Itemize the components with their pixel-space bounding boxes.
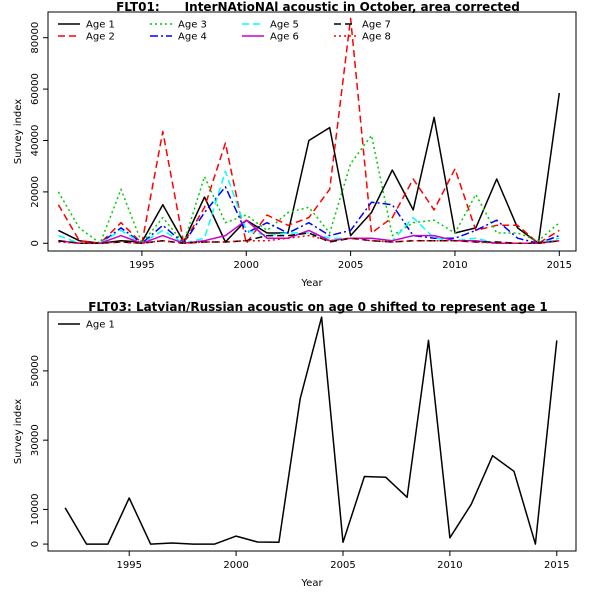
x-tick-label: 2015: [544, 560, 569, 571]
legend-label: Age 7: [362, 20, 391, 31]
x-tick-label: 2005: [338, 260, 363, 271]
y-tick-label: 0: [30, 541, 41, 547]
series-line-age-8: [58, 234, 560, 245]
series-line-age-7: [58, 232, 560, 245]
series-line-age-3: [57, 134, 560, 245]
y-tick-label: 10000: [30, 494, 41, 526]
y-axis-label: Survey index: [13, 99, 24, 164]
chart-panel-1: FLT01: InterNAtioNAl acoustic in October…: [13, 0, 577, 289]
y-tick-label: 60000: [30, 73, 41, 105]
y-tick-label: 50000: [30, 355, 41, 387]
chart-panel-2: FLT03: Latvian/Russian acoustic on age 0…: [13, 300, 577, 589]
x-tick-label: 2010: [437, 560, 462, 571]
y-tick-label: 20000: [30, 176, 41, 208]
legend: Age 1: [58, 320, 115, 331]
x-tick-label: 2015: [547, 260, 572, 271]
x-axis-label: Year: [300, 278, 323, 289]
series-line-age-1: [58, 92, 561, 245]
legend-label: Age 4: [178, 32, 207, 43]
legend-label: Age 6: [270, 32, 299, 43]
legend-label: Age 3: [178, 20, 207, 31]
y-axis-label: Survey index: [13, 399, 24, 464]
x-axis-label: Year: [300, 578, 323, 589]
legend-label: Age 8: [362, 32, 391, 43]
y-tick-label: 40000: [30, 125, 41, 157]
y-tick-label: 0: [30, 240, 41, 246]
plot-frame: [47, 11, 577, 252]
legend-label: Age 1: [86, 20, 115, 31]
y-tick-label: 80000: [30, 22, 41, 54]
x-tick-label: 2000: [234, 260, 259, 271]
legend-label: Age 5: [270, 20, 299, 31]
series-line-age-4: [58, 186, 560, 245]
x-tick-label: 2000: [223, 560, 248, 571]
chart-title: FLT03: Latvian/Russian acoustic on age 0…: [88, 300, 548, 314]
y-tick-label: 30000: [30, 424, 41, 456]
series-line-age-1: [64, 316, 558, 545]
x-tick-label: 1995: [117, 560, 142, 571]
x-tick-label: 2010: [442, 260, 467, 271]
plot-frame: [47, 311, 577, 552]
legend-label: Age 2: [86, 32, 115, 43]
legend-label: Age 1: [86, 320, 115, 331]
x-tick-label: 1995: [129, 260, 154, 271]
x-tick-label: 2005: [330, 560, 355, 571]
chart-title: FLT01: InterNAtioNAl acoustic in October…: [116, 0, 520, 14]
